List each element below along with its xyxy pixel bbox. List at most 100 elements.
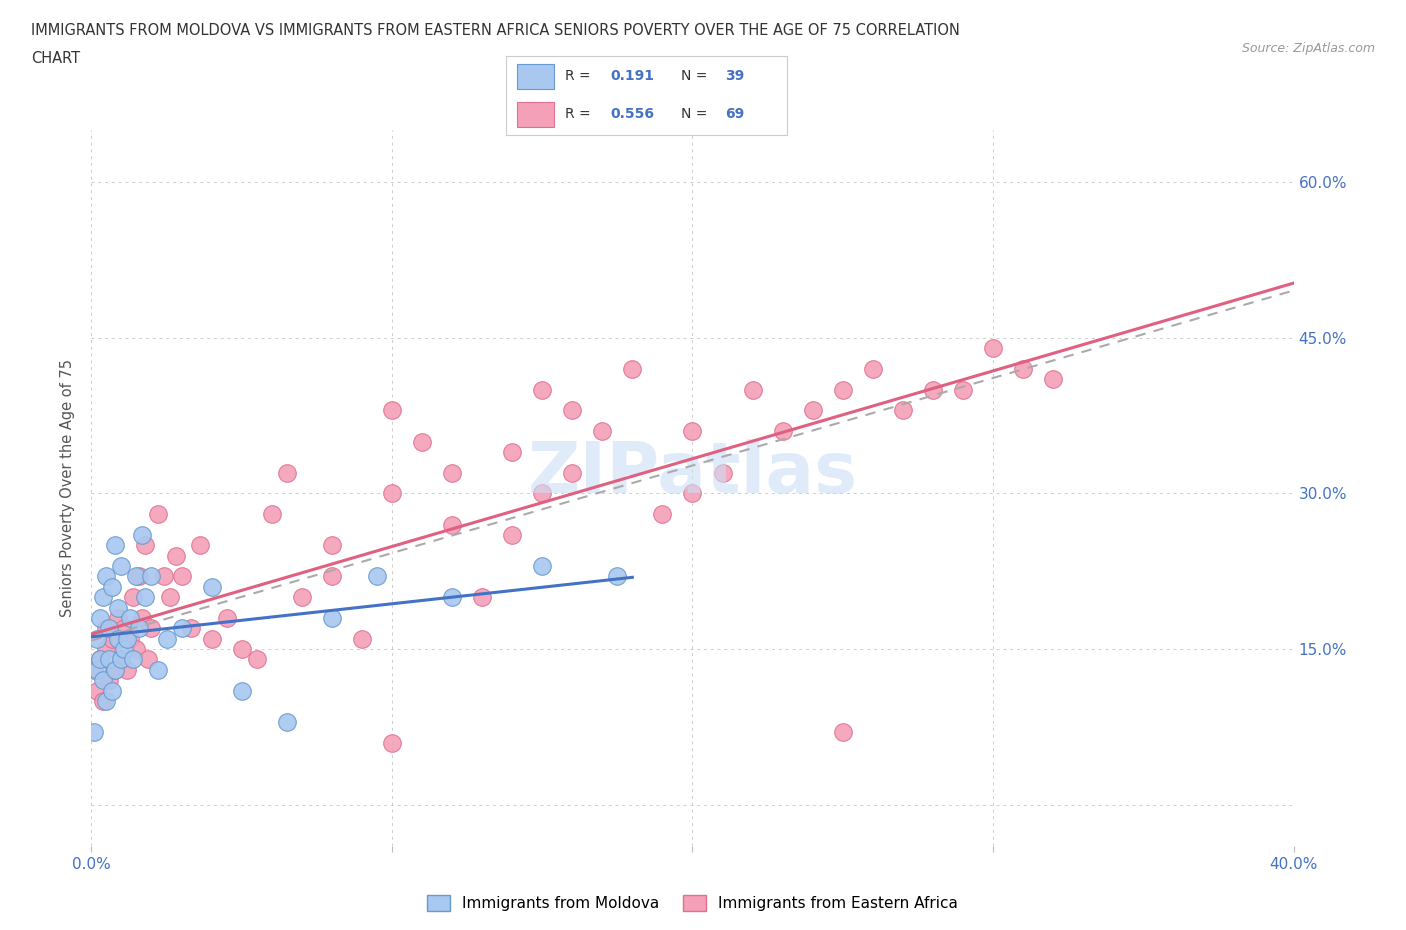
Point [381,403,404,418]
Point [89,652,111,667]
Text: CHART: CHART [31,51,80,66]
Point [165,549,187,564]
Point [107,610,129,625]
Point [96,642,118,657]
Point [188,538,211,552]
Point [291,590,314,604]
Point [1042,372,1064,387]
Point [440,517,463,532]
Point [96,569,118,584]
Bar [517,64,554,89]
Point [321,569,343,584]
Text: R =: R = [565,107,595,121]
Point [155,631,177,646]
Point [141,569,163,584]
Point [146,507,169,522]
Point [86,662,108,677]
Point [120,610,142,625]
Point [101,631,124,646]
Point [381,735,404,750]
Bar [517,101,554,127]
Point [201,631,224,646]
Point [107,631,129,646]
Point [131,527,153,542]
Point [96,621,118,636]
Point [104,662,127,677]
Point [831,382,853,397]
Point [117,631,139,646]
Point [180,621,202,636]
Point [131,610,153,625]
Point [276,714,298,729]
Point [501,527,523,542]
Point [128,621,150,636]
Point [114,642,136,657]
Point [741,382,763,397]
Point [146,662,169,677]
Point [110,652,132,667]
Point [471,590,494,604]
Point [801,403,824,418]
Text: IMMIGRANTS FROM MOLDOVA VS IMMIGRANTS FROM EASTERN AFRICA SENIORS POVERTY OVER T: IMMIGRANTS FROM MOLDOVA VS IMMIGRANTS FR… [31,23,960,38]
Point [411,434,433,449]
Point [170,621,193,636]
Point [117,662,139,677]
Point [128,569,150,584]
Point [651,507,673,522]
Point [141,621,163,636]
Point [531,486,554,501]
Text: 0.556: 0.556 [610,107,654,121]
Point [231,684,253,698]
Point [110,559,132,574]
Point [440,590,463,604]
Point [152,569,174,584]
Point [366,569,388,584]
Point [93,694,115,709]
Point [122,590,145,604]
Point [138,652,160,667]
Point [561,403,583,418]
Point [134,590,156,604]
Legend: Immigrants from Moldova, Immigrants from Eastern Africa: Immigrants from Moldova, Immigrants from… [422,889,963,917]
Point [104,662,127,677]
Point [276,465,298,480]
Point [231,642,253,657]
Point [101,684,124,698]
Point [681,424,703,439]
Point [215,610,238,625]
Point [1012,362,1035,377]
Point [107,600,129,615]
Point [711,465,734,480]
Point [981,340,1004,355]
Point [891,403,914,418]
Point [93,590,115,604]
Point [104,538,127,552]
Point [122,652,145,667]
Point [681,486,703,501]
Text: R =: R = [565,70,595,84]
Point [531,559,554,574]
Point [561,465,583,480]
Point [96,694,118,709]
Point [98,652,121,667]
Point [246,652,269,667]
Text: 39: 39 [725,70,745,84]
Point [83,662,105,677]
Point [114,621,136,636]
Point [260,507,283,522]
Text: N =: N = [681,70,711,84]
Point [621,362,644,377]
Point [93,672,115,687]
Point [862,362,884,377]
Point [922,382,945,397]
Point [98,621,121,636]
Point [606,569,628,584]
Point [125,642,148,657]
Text: 0.191: 0.191 [610,70,654,84]
Point [89,610,111,625]
Point [110,652,132,667]
Point [134,538,156,552]
Text: Source: ZipAtlas.com: Source: ZipAtlas.com [1241,42,1375,55]
Point [501,445,523,459]
Text: ZIPatlas: ZIPatlas [527,440,858,509]
